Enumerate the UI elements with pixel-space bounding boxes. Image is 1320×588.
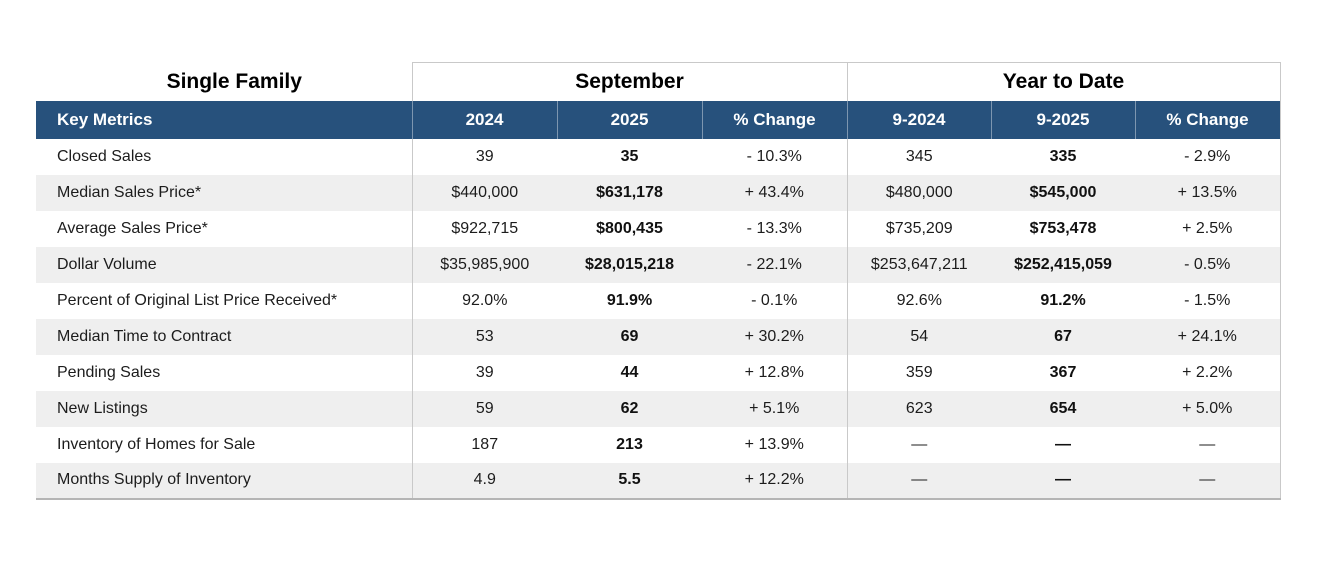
- table-row: Pending Sales 39 44 + 12.8% 359 367 + 2.2%: [36, 354, 1281, 391]
- cell-sep-change: + 12.8%: [744, 363, 804, 381]
- cell-ytd-2025: 367: [1049, 363, 1077, 381]
- key-metrics-report: Single Family September Year to Date Key…: [36, 62, 1281, 500]
- cell-sep-change: - 0.1%: [751, 291, 798, 309]
- cell-ytd-2025: —: [1055, 435, 1071, 453]
- cell-sep-change: + 30.2%: [744, 327, 804, 345]
- cell-sep-change: - 10.3%: [746, 147, 802, 165]
- cell-ytd-change: + 2.2%: [1135, 354, 1281, 391]
- cell-sep-change: - 22.1%: [746, 255, 802, 273]
- cell-ytd-change: - 2.9%: [1135, 138, 1281, 175]
- cell-sep-2024: $440,000: [411, 174, 557, 211]
- cell-sep-change: + 13.9%: [744, 435, 804, 453]
- section-header-row: Single Family September Year to Date: [36, 62, 1281, 101]
- table-row: Percent of Original List Price Received*…: [36, 282, 1281, 319]
- cell-sep-2024: 39: [411, 138, 557, 175]
- cell-sep-2024: 187: [411, 426, 557, 463]
- cell-sep-change: + 12.2%: [702, 462, 847, 500]
- cell-metric: Dollar Volume: [57, 255, 157, 273]
- table-row: Median Time to Contract 53 69 + 30.2% 54 67 + …: [36, 318, 1281, 355]
- cell-ytd-change: + 2.5%: [1135, 210, 1281, 247]
- cell-sep-2025: 91.9%: [606, 291, 653, 309]
- cell-sep-2025: 44: [620, 363, 639, 381]
- cell-sep-2025: 69: [620, 327, 639, 345]
- cell-ytd-change: + 24.1%: [1135, 318, 1281, 355]
- cell-ytd-2024: —: [846, 462, 991, 500]
- cell-sep-2025: $631,178: [596, 183, 663, 201]
- key-metrics-table: Single Family September Year to Date Key…: [36, 62, 1281, 500]
- cell-ytd-2024: 92.6%: [846, 282, 991, 319]
- column-header-sep-change: % Change: [701, 100, 847, 139]
- cell-sep-2024: 92.0%: [411, 282, 557, 319]
- cell-sep-2024: 4.9: [411, 462, 557, 500]
- column-header-key-metrics: Key Metrics: [36, 100, 412, 139]
- cell-sep-2025: 35: [620, 147, 639, 165]
- cell-ytd-2025: $252,415,059: [1014, 255, 1112, 273]
- table-row: Closed Sales 39 35 - 10.3% 345 335 - 2.9%: [36, 138, 1281, 175]
- cell-sep-change: + 43.4%: [744, 183, 804, 201]
- cell-metric: Average Sales Price*: [57, 219, 208, 237]
- column-header-sep-2024: 2024: [411, 100, 557, 139]
- cell-metric: Inventory of Homes for Sale: [57, 435, 256, 453]
- cell-sep-2025: 62: [620, 399, 639, 417]
- cell-ytd-change: - 1.5%: [1135, 282, 1281, 319]
- cell-sep-2024: $922,715: [411, 210, 557, 247]
- cell-ytd-2025: 67: [1054, 327, 1072, 345]
- cell-sep-2025: 213: [616, 435, 643, 453]
- table-body: Closed Sales 39 35- 10.3% 345 335- 2.9% Media…: [36, 138, 1281, 500]
- cell-metric: New Listings: [57, 399, 148, 417]
- cell-ytd-2024: $253,647,211: [846, 246, 991, 283]
- cell-ytd-2025: 91.2%: [1040, 291, 1086, 309]
- column-header-row: Key Metrics 2024 2025 % Change 9-2024 9-…: [36, 100, 1281, 139]
- cell-ytd-2024: —: [846, 426, 991, 463]
- cell-ytd-2025: —: [991, 462, 1135, 500]
- table-row: Average Sales Price* $922,715 $800,435 - 13…: [36, 210, 1281, 247]
- cell-metric: Closed Sales: [57, 147, 152, 165]
- cell-ytd-2024: $735,209: [846, 210, 991, 247]
- cell-ytd-2024: $480,000: [846, 174, 991, 211]
- cell-sep-2024: 59: [411, 390, 557, 427]
- section-header-september: September: [411, 62, 848, 101]
- cell-sep-2024: $35,985,900: [411, 246, 557, 283]
- column-header-ytd-change: % Change: [1134, 100, 1281, 139]
- cell-ytd-2024: 345: [846, 138, 991, 175]
- column-header-sep-2025: 2025: [556, 100, 702, 139]
- cell-ytd-change: + 5.0%: [1135, 390, 1281, 427]
- section-header-year-to-date: Year to Date: [846, 62, 1281, 101]
- cell-ytd-change: —: [1135, 426, 1281, 463]
- cell-ytd-change: + 13.5%: [1135, 174, 1281, 211]
- cell-metric: Months Supply of Inventory: [36, 462, 412, 500]
- cell-metric: Median Time to Contract: [57, 327, 232, 345]
- table-row: Inventory of Homes for Sale 187 213 + 13.9%…: [36, 426, 1281, 463]
- cell-sep-change: + 5.1%: [749, 399, 800, 417]
- report-title: Single Family: [36, 62, 412, 101]
- cell-sep-2025: $800,435: [596, 219, 663, 237]
- cell-sep-2025: 5.5: [557, 462, 702, 500]
- cell-ytd-2024: 623: [846, 390, 991, 427]
- cell-ytd-2025: 335: [1049, 147, 1077, 165]
- table-row: Dollar Volume $35,985,900 $28,015,218 - 22.…: [36, 246, 1281, 283]
- cell-metric: Pending Sales: [57, 363, 161, 381]
- cell-sep-2024: 53: [411, 318, 557, 355]
- cell-sep-2025: $28,015,218: [585, 255, 674, 273]
- column-header-ytd-2024: 9-2024: [846, 100, 991, 139]
- cell-sep-change: - 13.3%: [746, 219, 802, 237]
- table-row: New Listings 59 62 + 5.1% 623 654 + 5.0%: [36, 390, 1281, 427]
- table-row: Median Sales Price* $440,000 $631,178 + 43.…: [36, 174, 1281, 211]
- cell-ytd-change: —: [1135, 462, 1281, 500]
- cell-ytd-2024: 54: [846, 318, 991, 355]
- cell-ytd-2024: 359: [846, 354, 991, 391]
- column-header-ytd-2025: 9-2025: [990, 100, 1135, 139]
- table-row: Months Supply of Inventory 4.9 5.5 + 12.2% —…: [36, 462, 1281, 500]
- cell-sep-2024: 39: [411, 354, 557, 391]
- cell-ytd-2025: $545,000: [1029, 183, 1097, 201]
- cell-metric: Median Sales Price*: [57, 183, 202, 201]
- cell-ytd-change: - 0.5%: [1135, 246, 1281, 283]
- cell-metric: Percent of Original List Price Received*: [57, 291, 338, 309]
- cell-ytd-2025: 654: [1049, 399, 1077, 417]
- cell-ytd-2025: $753,478: [1029, 219, 1097, 237]
